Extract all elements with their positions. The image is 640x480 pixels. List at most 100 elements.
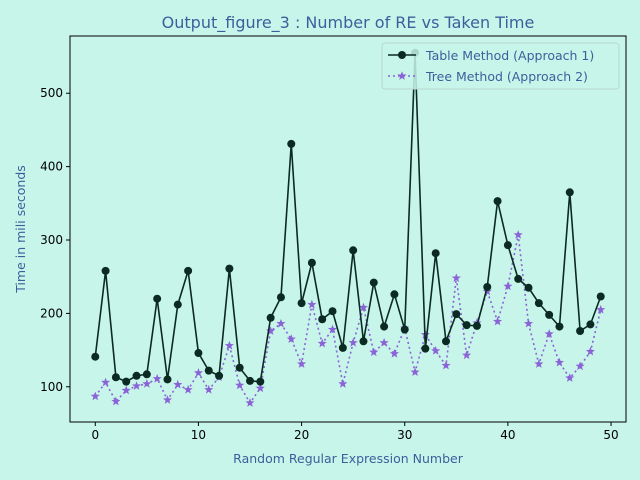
series-tree-point: [369, 347, 379, 357]
series-table-point: [184, 266, 193, 275]
series-table-point: [225, 264, 234, 273]
series-tree-point: [235, 380, 245, 390]
series-table-point: [307, 258, 316, 267]
series-table-point: [596, 292, 605, 301]
series-tree-point: [348, 337, 358, 347]
y-tick-label: 300: [40, 233, 63, 247]
series-table-point: [235, 363, 244, 372]
x-tick-label: 50: [603, 428, 618, 442]
series-tree-point: [585, 346, 595, 356]
x-tick-label: 40: [500, 428, 515, 442]
series-tree-point: [101, 377, 111, 387]
series-table-point: [565, 188, 574, 197]
series-table-point: [204, 366, 213, 375]
series-table-point: [287, 139, 296, 148]
x-axis-label: Random Regular Expression Number: [233, 451, 464, 466]
x-tick-label: 30: [397, 428, 412, 442]
series-tree-point: [276, 318, 286, 328]
y-axis-ticks: 100 200 300 400 500: [40, 86, 70, 394]
series-table-point: [163, 375, 172, 384]
series-table-point: [318, 315, 327, 324]
series-table-point: [534, 299, 543, 308]
x-tick-label: 20: [294, 428, 309, 442]
series-table-point: [122, 377, 131, 386]
series-table-line: [94, 52, 602, 383]
series-table-point: [483, 282, 492, 291]
series-table-point: [545, 310, 554, 319]
series-table-point: [421, 344, 430, 353]
series-table-point: [503, 241, 512, 250]
series-tree-point: [121, 385, 131, 395]
series-tree-point: [534, 359, 544, 368]
series-tree-point: [266, 326, 276, 335]
series-table-point: [215, 371, 224, 380]
series-tree-point: [131, 381, 142, 390]
series-table-point: [256, 377, 265, 386]
series-table-point: [338, 343, 347, 352]
series-table-point: [359, 337, 368, 346]
series-table-point: [576, 327, 585, 336]
x-axis-ticks: 0 10 20 30 40 50: [91, 422, 619, 442]
y-tick-label: 200: [40, 306, 63, 320]
series-tree-point: [162, 395, 173, 404]
legend-label-table: Table Method (Approach 1): [425, 48, 594, 63]
axes-frame: [69, 35, 627, 423]
series-table-point: [431, 249, 440, 258]
series-table-point: [173, 300, 182, 309]
series-tree-point: [493, 316, 503, 326]
x-tick-label: 10: [191, 428, 206, 442]
series-tree-point: [358, 302, 369, 312]
series-tree-point: [307, 299, 317, 309]
series-tree-point: [193, 368, 203, 377]
series-tree-point: [431, 346, 441, 355]
series-tree-point: [554, 357, 565, 367]
series-tree-point: [224, 340, 234, 350]
series-table-point: [142, 370, 151, 379]
series-table-point: [328, 307, 337, 316]
series-tree-point: [338, 379, 348, 388]
series-table-point: [266, 313, 275, 322]
series-tree-point: [451, 273, 461, 283]
legend-marker-table: [398, 51, 406, 59]
series-tree-point: [173, 379, 183, 389]
series-tree-point: [142, 379, 152, 388]
series-table-point: [472, 321, 481, 330]
series-table-point: [493, 197, 502, 206]
series-tree-point: [183, 384, 193, 394]
series-table-point: [400, 325, 409, 334]
y-tick-label: 500: [40, 86, 63, 100]
series-tree-point: [575, 361, 585, 371]
chart-title: Output_figure_3 : Number of RE vs Taken …: [162, 13, 535, 33]
series-tree-point: [111, 396, 121, 406]
series-table-point: [380, 322, 389, 331]
series-tree-point: [596, 304, 606, 314]
series-table-point: [586, 320, 595, 329]
series-table-point: [276, 293, 285, 302]
series-tree-point: [245, 398, 255, 407]
series-table-point: [524, 283, 533, 292]
series-tree-point: [462, 350, 472, 360]
legend-label-tree: Tree Method (Approach 2): [425, 69, 588, 84]
series-table-point: [462, 321, 471, 330]
series-tree-point: [565, 373, 575, 382]
series-tree-point: [513, 230, 523, 239]
series-tree-point: [544, 329, 554, 338]
series-tree-point: [255, 383, 265, 393]
series-table-point: [132, 371, 141, 380]
legend: Table Method (Approach 1) Tree Method (Ap…: [381, 42, 620, 90]
y-tick-label: 100: [40, 380, 63, 394]
series-tree-point: [297, 359, 307, 368]
series-tree-point: [327, 324, 338, 334]
series-table-point: [441, 337, 450, 346]
series-tree-point: [317, 338, 327, 348]
y-axis-label: Time in mili seconds: [13, 165, 28, 294]
series-table-point: [153, 294, 162, 303]
series-tree-point: [503, 281, 513, 291]
series-table-point: [369, 278, 378, 287]
legend-marker-tree: [397, 71, 407, 80]
y-tick-label: 400: [40, 160, 63, 174]
x-tick-label: 0: [91, 428, 99, 442]
series-table-point: [246, 376, 255, 385]
series-table-point: [101, 266, 110, 275]
